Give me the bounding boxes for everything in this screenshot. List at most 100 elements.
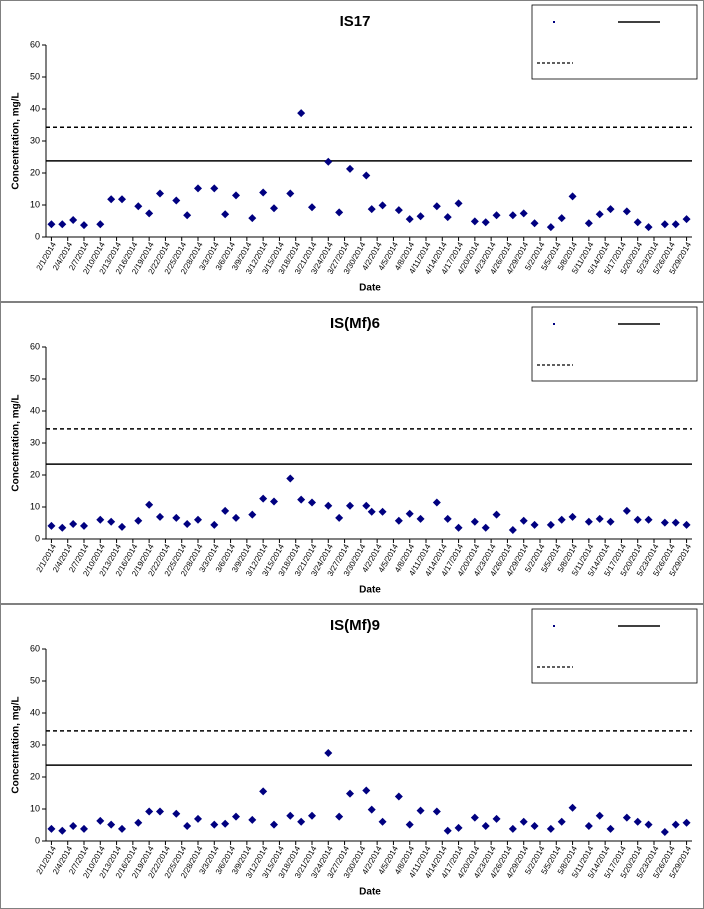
chart-panel: IS(Mf)6 Concentration, mg/L Date 0 10 20 30 40 5… <box>0 302 704 604</box>
chart-title: IS(Mf)6 <box>330 315 380 332</box>
data-point <box>346 164 354 173</box>
data-point <box>481 218 490 227</box>
chart-title: IS(Mf)9 <box>330 617 380 634</box>
data-point <box>183 519 192 528</box>
data-point <box>134 516 143 525</box>
data-point <box>172 809 181 818</box>
data-point <box>595 811 604 820</box>
data-point <box>335 513 344 522</box>
data-point <box>145 500 154 509</box>
data-point <box>362 501 371 510</box>
data-point <box>394 792 403 801</box>
data-point <box>232 513 240 522</box>
data-point <box>96 816 105 825</box>
data-point <box>335 208 344 217</box>
data-point <box>443 826 452 835</box>
data-point <box>492 814 501 823</box>
data-point <box>470 217 479 226</box>
y-tick-label: 10 <box>30 199 40 209</box>
data-point <box>557 515 566 524</box>
data-point <box>107 195 116 204</box>
data-point <box>194 184 202 193</box>
y-tick-label: 20 <box>30 771 40 781</box>
chart-panel: IS17 Concentration, mg/L Date 0 10 20 30 40 50 60… <box>0 0 704 302</box>
data-point <box>58 826 67 835</box>
y-tick-label: 60 <box>30 39 40 49</box>
y-tick-label: 60 <box>30 643 40 653</box>
data-point <box>286 474 295 483</box>
data-point <box>546 824 555 833</box>
data-point <box>378 817 387 826</box>
data-point <box>546 223 555 232</box>
data-point <box>519 209 528 218</box>
data-point <box>47 521 56 530</box>
data-point <box>69 821 78 830</box>
data-point <box>58 523 67 532</box>
data-point <box>248 510 257 519</box>
data-point <box>405 820 414 829</box>
y-tick-label: 0 <box>35 533 40 543</box>
data-point <box>47 220 56 229</box>
y-tick-label: 30 <box>30 739 40 749</box>
data-point <box>660 220 669 229</box>
data-point <box>145 807 154 816</box>
x-axis-label: Date <box>359 585 381 596</box>
data-point <box>297 495 306 504</box>
data-point <box>416 212 425 221</box>
data-point <box>367 507 376 516</box>
data-point <box>324 749 333 757</box>
data-point <box>118 195 126 204</box>
data-point <box>259 188 268 197</box>
data-point <box>96 220 105 229</box>
y-axis-label: Concentration, mg/L <box>11 394 22 491</box>
data-point <box>367 205 376 214</box>
y-tick-label: 40 <box>30 405 40 415</box>
data-point <box>259 494 268 503</box>
data-point <box>394 206 403 215</box>
data-point <box>481 523 490 532</box>
data-point <box>80 521 88 530</box>
data-point <box>69 216 78 225</box>
data-point <box>335 812 344 821</box>
data-point <box>508 526 517 535</box>
y-axis-label: Concentration, mg/L <box>11 92 22 189</box>
data-point <box>362 786 371 795</box>
data-point <box>530 219 539 228</box>
data-point <box>286 189 295 198</box>
data-point <box>432 202 441 211</box>
data-point <box>671 820 680 829</box>
data-point <box>286 811 295 820</box>
data-point <box>405 509 414 518</box>
y-axis-label: Concentration, mg/L <box>11 696 22 793</box>
data-point <box>210 184 219 193</box>
data-point <box>584 219 593 228</box>
data-point <box>606 517 615 526</box>
x-axis-label: Date <box>359 283 381 294</box>
data-point <box>259 787 268 796</box>
y-tick-label: 50 <box>30 675 40 685</box>
data-point <box>118 824 126 833</box>
data-point <box>682 520 691 529</box>
data-point <box>546 520 555 529</box>
data-point <box>80 824 88 833</box>
data-point <box>595 210 604 219</box>
data-point <box>232 191 240 200</box>
data-point <box>346 789 354 798</box>
data-point <box>432 807 441 816</box>
legend-box <box>531 608 698 684</box>
data-point <box>324 157 333 166</box>
data-point <box>194 515 202 524</box>
data-point <box>107 517 116 526</box>
y-tick-label: 10 <box>30 803 40 813</box>
legend-marker <box>553 21 555 23</box>
data-point <box>405 215 414 224</box>
data-point <box>633 515 642 524</box>
data-point <box>172 196 181 205</box>
data-point <box>367 805 376 814</box>
data-point <box>644 223 653 232</box>
data-point <box>584 517 593 526</box>
data-point <box>232 812 240 821</box>
data-point <box>606 205 615 214</box>
data-point <box>324 501 333 510</box>
data-point <box>470 517 479 526</box>
